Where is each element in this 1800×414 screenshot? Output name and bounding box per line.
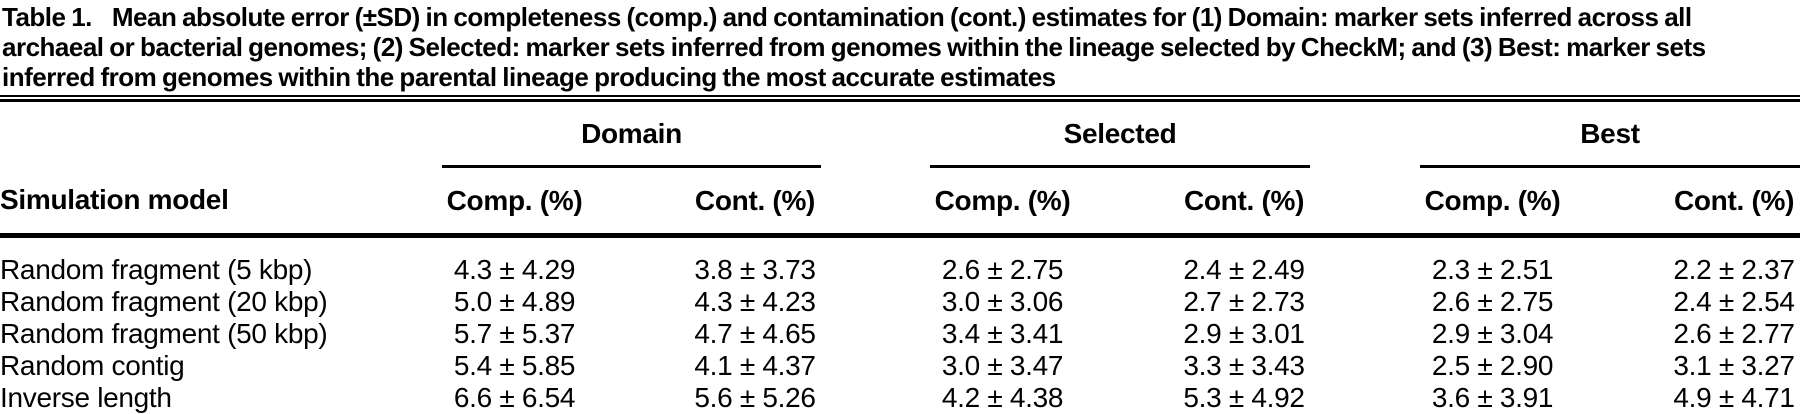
row-label: Random fragment (50 kbp) xyxy=(0,318,328,349)
cell-selected-comp: 3.0 ± 3.06 xyxy=(941,286,1064,317)
group-header-domain: Domain xyxy=(442,102,822,168)
cell-best-cont: 2.4 ± 2.54 xyxy=(1673,286,1795,317)
cell-best-comp: 2.6 ± 2.75 xyxy=(1431,286,1554,317)
cell-domain-comp: 5.4 ± 5.85 xyxy=(453,350,576,381)
column-header-best-comp: Comp. (%) xyxy=(1420,166,1566,238)
caption-line: Table 1. Mean absolute error (±SD) in com… xyxy=(2,2,1800,32)
table-number-label: Table 1. xyxy=(2,2,92,32)
cell-domain-comp: 4.3 ± 4.29 xyxy=(453,254,576,285)
caption-text-line-1: Mean absolute error (±SD) in completenes… xyxy=(111,2,1692,32)
group-header-row: Domain Selected Best xyxy=(0,102,1800,168)
cell-selected-cont: 5.3 ± 4.92 xyxy=(1183,382,1305,413)
row-label: Random fragment (20 kbp) xyxy=(0,286,328,317)
table-row: Random fragment (20 kbp) 5.0 ± 4.89 4.3 … xyxy=(0,286,1800,318)
row-label: Random contig xyxy=(0,350,185,381)
table-caption: Table 1. Mean absolute error (±SD) in com… xyxy=(0,0,1800,92)
cell-best-comp: 2.3 ± 2.51 xyxy=(1431,254,1554,285)
results-table: Domain Selected Best Simulation model Co… xyxy=(0,102,1800,414)
column-header-simulation-model: Simulation model xyxy=(0,166,442,238)
cell-selected-cont: 2.7 ± 2.73 xyxy=(1183,286,1305,317)
cell-best-comp: 3.6 ± 3.91 xyxy=(1431,382,1554,413)
cell-domain-cont: 3.8 ± 3.73 xyxy=(694,254,816,285)
cell-domain-comp: 6.6 ± 6.54 xyxy=(453,382,576,413)
cell-selected-cont: 2.4 ± 2.49 xyxy=(1183,254,1305,285)
cell-selected-comp: 2.6 ± 2.75 xyxy=(941,254,1064,285)
cell-selected-comp: 4.2 ± 4.38 xyxy=(941,382,1064,413)
row-label: Random fragment (5 kbp) xyxy=(0,254,313,285)
table-row: Random fragment (50 kbp) 5.7 ± 5.37 4.7 … xyxy=(0,318,1800,350)
cell-domain-cont: 5.6 ± 5.26 xyxy=(694,382,816,413)
caption-text-line-3: inferred from genomes within the parenta… xyxy=(2,62,1056,92)
column-header-selected-comp: Comp. (%) xyxy=(930,166,1076,238)
cell-selected-comp: 3.4 ± 3.41 xyxy=(941,318,1064,349)
column-header-selected-cont: Cont. (%) xyxy=(1178,166,1311,238)
group-header-selected: Selected xyxy=(930,102,1311,168)
table-row: Inverse length 6.6 ± 6.54 5.6 ± 5.26 4.2… xyxy=(0,382,1800,414)
cell-best-cont: 2.2 ± 2.37 xyxy=(1673,254,1795,285)
cell-domain-cont: 4.7 ± 4.65 xyxy=(694,318,816,349)
caption-text-line-2: archaeal or bacterial genomes; (2) Selec… xyxy=(2,32,1706,62)
table-row: Random contig 5.4 ± 5.85 4.1 ± 4.37 3.0 … xyxy=(0,350,1800,382)
cell-domain-comp: 5.0 ± 4.89 xyxy=(453,286,576,317)
column-header-domain-cont: Cont. (%) xyxy=(689,166,822,238)
cell-domain-cont: 4.1 ± 4.37 xyxy=(694,350,816,381)
cell-best-comp: 2.5 ± 2.90 xyxy=(1431,350,1554,381)
cell-selected-cont: 2.9 ± 3.01 xyxy=(1183,318,1305,349)
table-row: Random fragment (5 kbp) 4.3 ± 4.29 3.8 ±… xyxy=(0,236,1800,287)
column-header-best-cont: Cont. (%) xyxy=(1668,166,1800,238)
cell-best-cont: 2.6 ± 2.77 xyxy=(1673,318,1795,349)
cell-selected-cont: 3.3 ± 3.43 xyxy=(1183,350,1305,381)
cell-domain-cont: 4.3 ± 4.23 xyxy=(694,286,816,317)
row-label: Inverse length xyxy=(0,382,172,413)
cell-domain-comp: 5.7 ± 5.37 xyxy=(453,318,576,349)
column-header-domain-comp: Comp. (%) xyxy=(442,166,587,238)
top-double-rule xyxy=(0,95,1800,102)
cell-selected-comp: 3.0 ± 3.47 xyxy=(941,350,1064,381)
group-header-best: Best xyxy=(1420,102,1800,168)
cell-best-cont: 3.1 ± 3.27 xyxy=(1673,350,1795,381)
cell-best-cont: 4.9 ± 4.71 xyxy=(1673,382,1795,413)
cell-best-comp: 2.9 ± 3.04 xyxy=(1431,318,1554,349)
column-header-row: Simulation model Comp. (%) Cont. (%) Com… xyxy=(0,166,1800,238)
